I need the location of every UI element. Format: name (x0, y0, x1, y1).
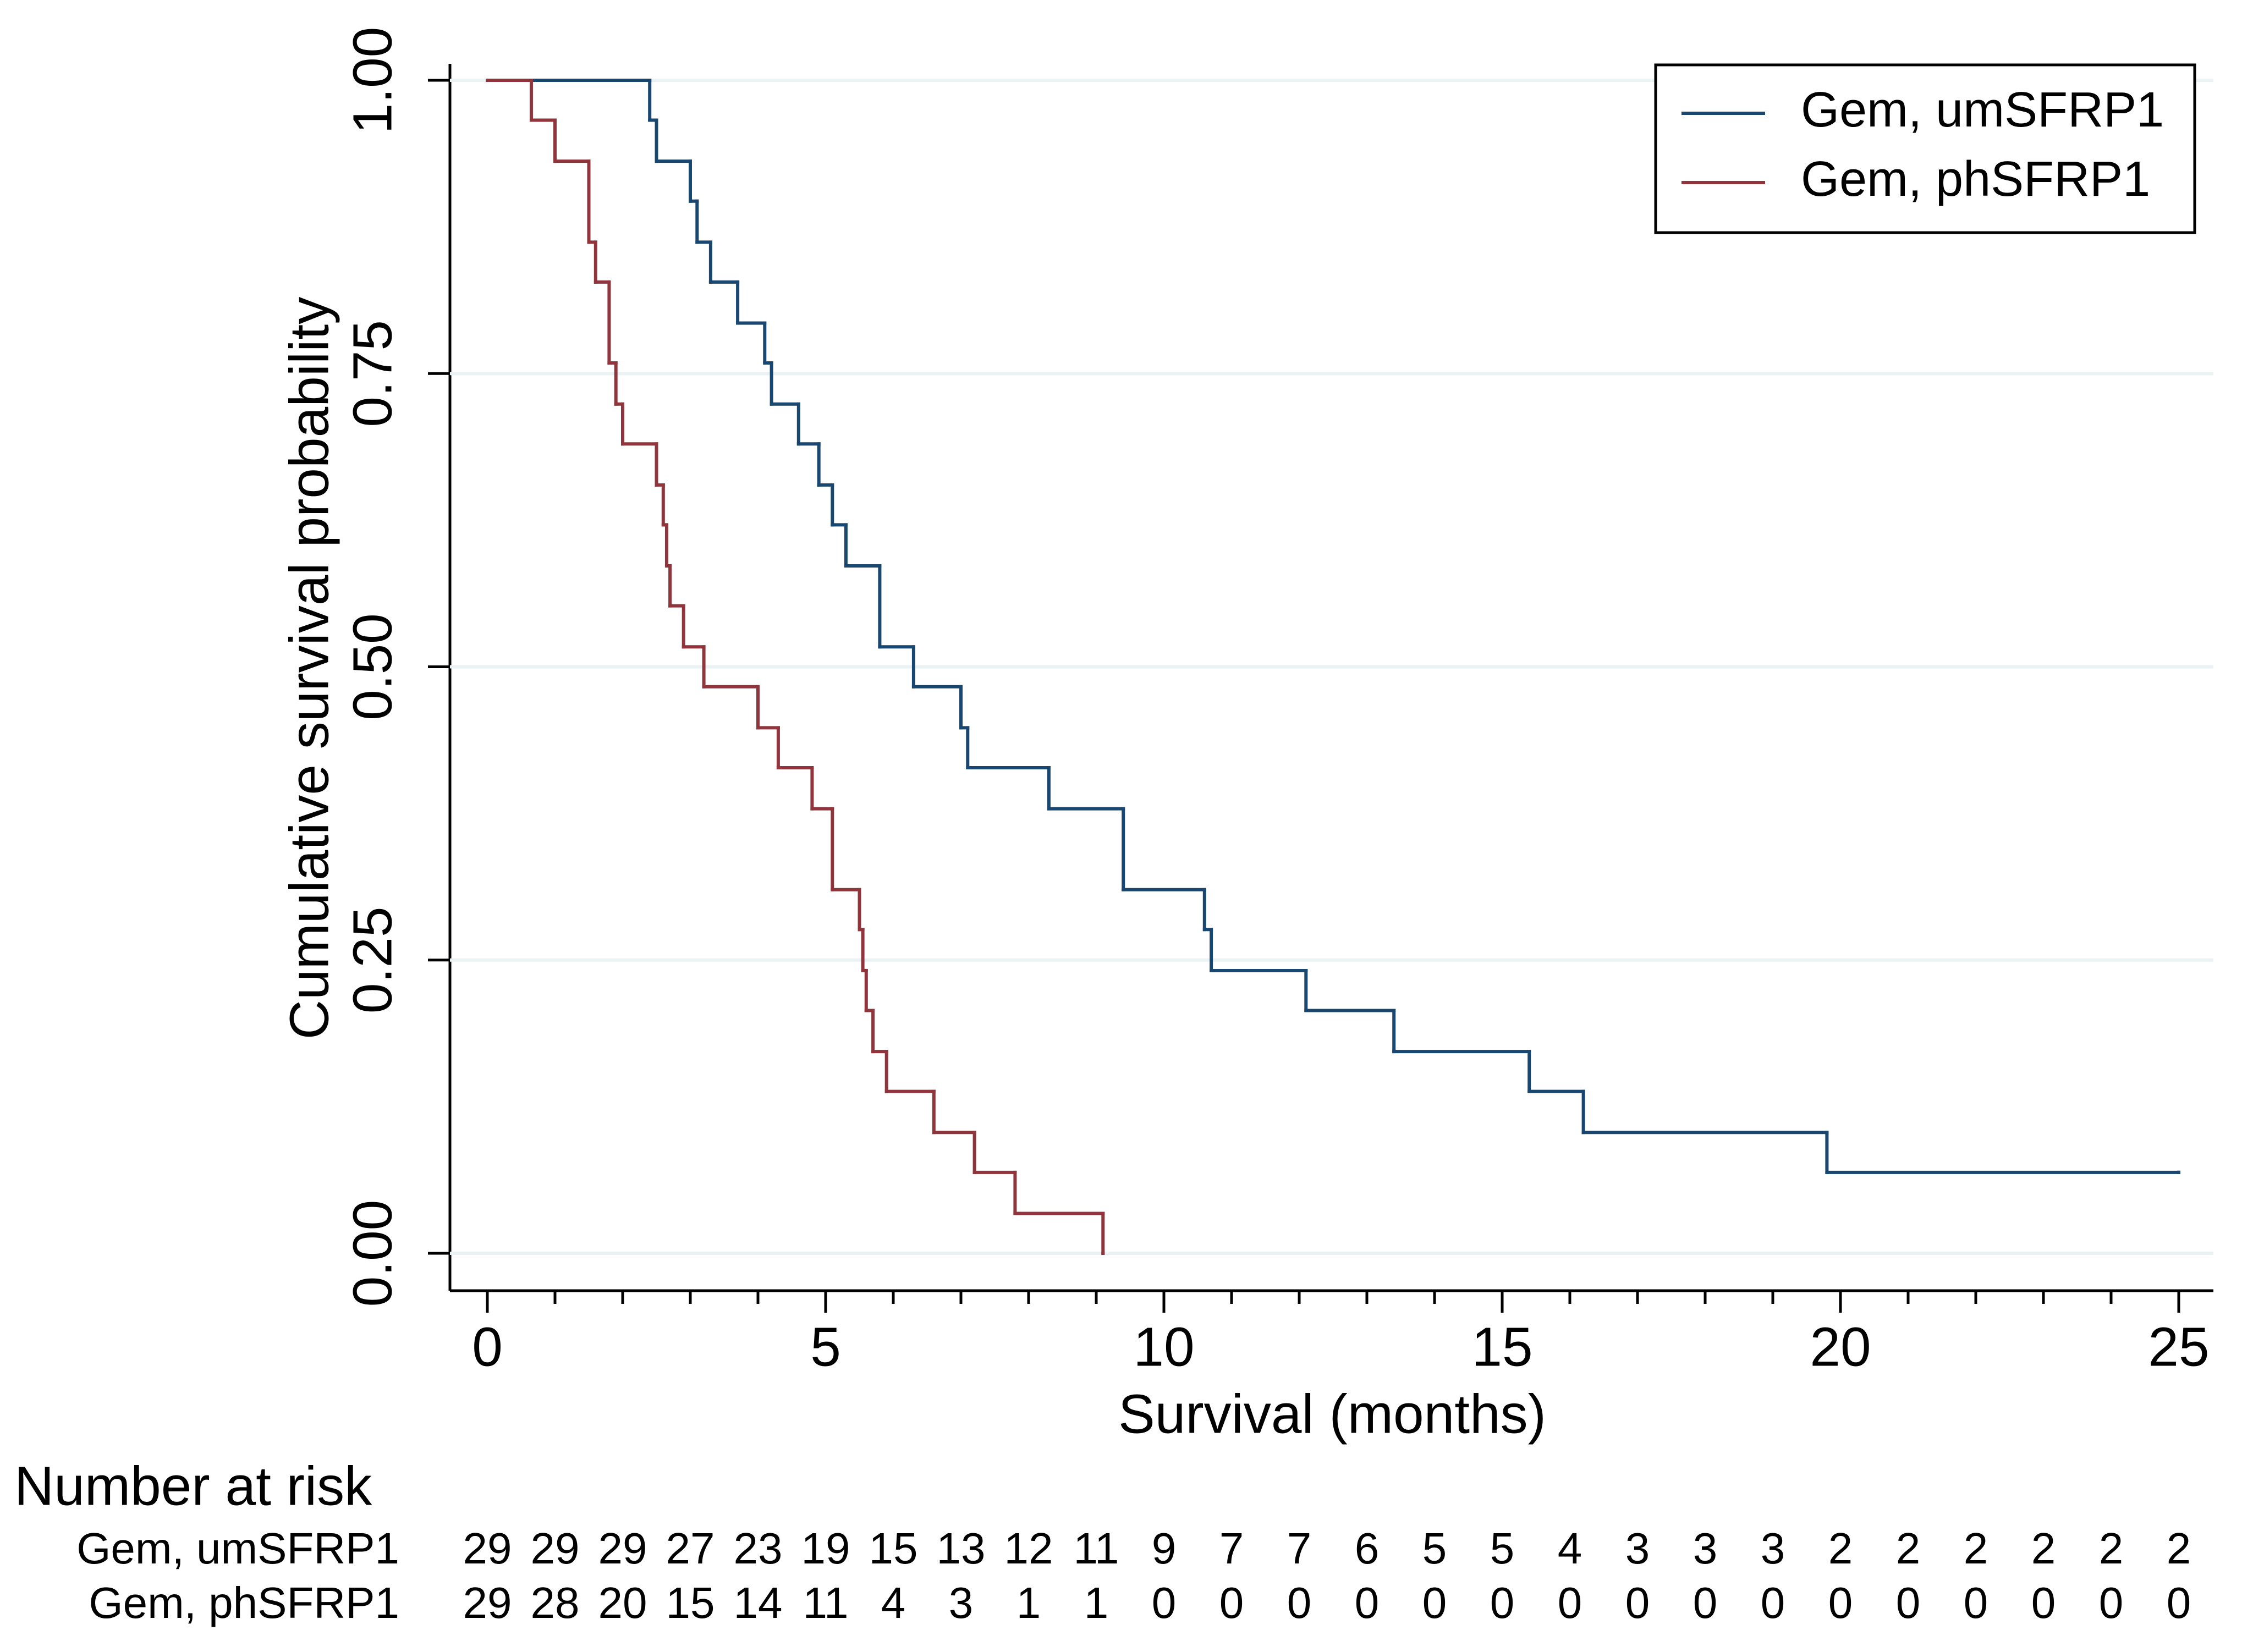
y-tick-label: 0.25 (342, 906, 403, 1014)
risk-count: 0 (1693, 1578, 1718, 1627)
y-tick-label: 1.00 (342, 27, 403, 134)
risk-count: 0 (1355, 1578, 1380, 1627)
risk-count: 6 (1355, 1524, 1380, 1573)
risk-count: 0 (1490, 1578, 1515, 1627)
risk-count: 29 (531, 1524, 580, 1573)
risk-count: 9 (1152, 1524, 1177, 1573)
risk-count: 23 (734, 1524, 783, 1573)
risk-count: 29 (463, 1578, 512, 1627)
risk-count: 2 (1964, 1524, 1988, 1573)
risk-count: 20 (598, 1578, 647, 1627)
risk-count: 5 (1422, 1524, 1447, 1573)
risk-count: 4 (881, 1578, 906, 1627)
risk-count: 0 (1828, 1578, 1853, 1627)
risk-table-title: Number at risk (14, 1455, 372, 1517)
risk-count: 5 (1490, 1524, 1515, 1573)
x-tick-label: 20 (1810, 1316, 1871, 1378)
x-tick-label: 25 (2148, 1316, 2209, 1378)
risk-count: 29 (598, 1524, 647, 1573)
legend-label: Gem, phSFRP1 (1801, 152, 2150, 207)
risk-count: 3 (1693, 1524, 1718, 1573)
risk-count: 0 (1219, 1578, 1244, 1627)
risk-count: 12 (1004, 1524, 1053, 1573)
risk-count: 2 (2099, 1524, 2124, 1573)
risk-count: 19 (801, 1524, 850, 1573)
y-tick-label: 0.75 (342, 320, 403, 427)
risk-count: 15 (666, 1578, 715, 1627)
risk-count: 27 (666, 1524, 715, 1573)
risk-count: 0 (1964, 1578, 1988, 1627)
risk-count: 13 (937, 1524, 986, 1573)
risk-count: 3 (1761, 1524, 1785, 1573)
risk-count: 3 (949, 1578, 974, 1627)
risk-count: 7 (1219, 1524, 1244, 1573)
risk-count: 2 (2031, 1524, 2056, 1573)
risk-count: 0 (1761, 1578, 1785, 1627)
risk-count: 28 (531, 1578, 580, 1627)
risk-count: 0 (1625, 1578, 1650, 1627)
x-tick-label: 5 (810, 1316, 841, 1378)
risk-count: 0 (1422, 1578, 1447, 1627)
risk-count: 2 (1828, 1524, 1853, 1573)
risk-count: 2 (2167, 1524, 2191, 1573)
x-tick-label: 15 (1471, 1316, 1532, 1378)
risk-count: 0 (1896, 1578, 1921, 1627)
risk-count: 11 (1073, 1524, 1119, 1573)
risk-count: 0 (1558, 1578, 1582, 1627)
risk-row-label: Gem, umSFRP1 (76, 1524, 399, 1573)
risk-row-label: Gem, phSFRP1 (89, 1578, 399, 1627)
risk-count: 0 (1287, 1578, 1312, 1627)
risk-count: 7 (1287, 1524, 1312, 1573)
y-tick-label: 0.50 (342, 613, 403, 720)
x-tick-label: 10 (1133, 1316, 1194, 1378)
risk-count: 1 (1084, 1578, 1109, 1627)
y-tick-label: 0.00 (342, 1200, 403, 1307)
risk-count: 2 (1896, 1524, 1921, 1573)
x-tick-label: 0 (472, 1316, 503, 1378)
risk-count: 0 (2099, 1578, 2124, 1627)
legend-box (1654, 63, 2196, 234)
y-axis-label: Cumulative survival probability (278, 297, 340, 1040)
risk-count: 0 (2031, 1578, 2056, 1627)
x-axis-label: Survival (months) (1118, 1383, 1546, 1445)
risk-count: 11 (803, 1578, 848, 1627)
risk-count: 3 (1625, 1524, 1650, 1573)
risk-count: 15 (869, 1524, 918, 1573)
legend-label: Gem, umSFRP1 (1801, 82, 2164, 137)
risk-count: 0 (2167, 1578, 2191, 1627)
risk-count: 1 (1016, 1578, 1041, 1627)
risk-count: 4 (1558, 1524, 1582, 1573)
risk-count: 0 (1152, 1578, 1177, 1627)
risk-count: 29 (463, 1524, 512, 1573)
risk-count: 14 (734, 1578, 783, 1627)
